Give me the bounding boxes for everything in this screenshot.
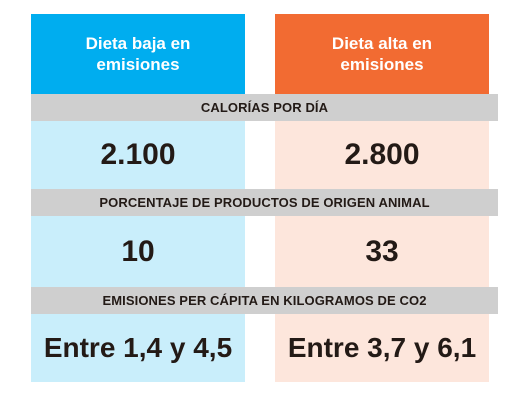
row-label-emissions: EMISIONES PER CÁPITA EN KILOGRAMOS DE CO… xyxy=(31,287,498,314)
value-animal-products-low: 10 xyxy=(31,216,245,287)
row-label-calories: CALORÍAS POR DÍA xyxy=(31,94,498,121)
value-calories-high: 2.800 xyxy=(275,121,489,189)
value-emissions-low: Entre 1,4 y 4,5 xyxy=(31,314,245,382)
column-header-high-emissions: Dieta alta en emisiones xyxy=(275,14,489,94)
row-label-animal-products: PORCENTAJE DE PRODUCTOS DE ORIGEN ANIMAL xyxy=(31,189,498,216)
value-calories-low: 2.100 xyxy=(31,121,245,189)
value-emissions-high: Entre 3,7 y 6,1 xyxy=(275,314,489,382)
value-animal-products-high: 33 xyxy=(275,216,489,287)
column-header-low-emissions: Dieta baja en emisiones xyxy=(31,14,245,94)
